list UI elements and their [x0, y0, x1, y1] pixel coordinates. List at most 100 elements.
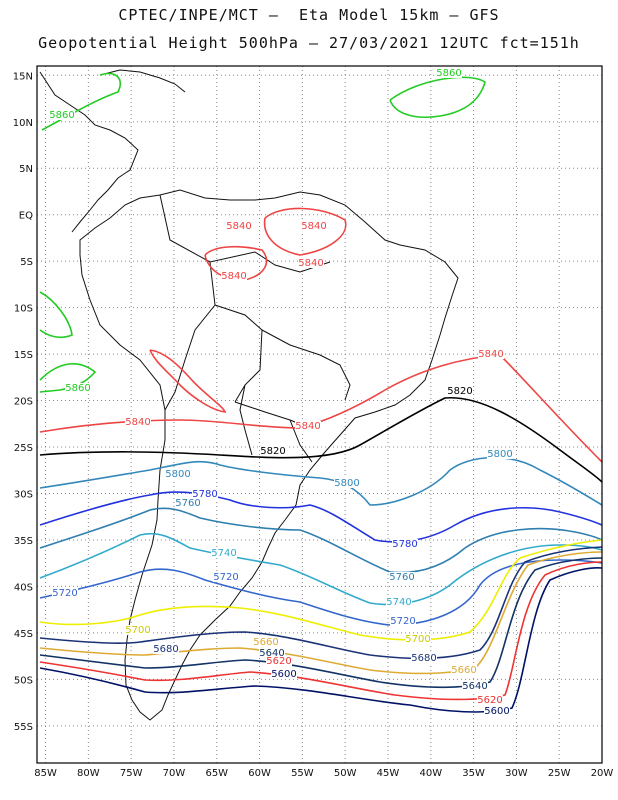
contour-5740: [39, 532, 603, 606]
contour-label-bg: [153, 644, 179, 654]
map-subtitle: Geopotential Height 500hPa – 27/03/2021 …: [38, 34, 580, 52]
contour-label-bg: [390, 616, 416, 626]
y-tick-label: 30S: [14, 489, 33, 500]
contour-label-5840: 5840: [226, 221, 251, 232]
contour-lines: [39, 72, 603, 713]
contour-label-bg: [125, 625, 151, 635]
contour-label-bg: [221, 271, 247, 281]
x-tick-label: 55W: [291, 768, 314, 779]
contour-label-5740: 5740: [386, 597, 411, 608]
contour-label-5700: 5700: [405, 634, 430, 645]
contour-5820: [39, 397, 603, 483]
contour-label-5840: 5840: [298, 258, 323, 269]
contour-label-5760: 5760: [175, 498, 200, 509]
y-tick-label: 25S: [14, 443, 33, 454]
y-tick-label: 50S: [14, 675, 33, 686]
contour-label-5620: 5620: [266, 656, 291, 667]
contour-label-5840: 5840: [221, 271, 246, 282]
contour-label-bg: [271, 669, 297, 679]
contour-label-5600: 5600: [484, 706, 509, 717]
contour-label-5680: 5680: [153, 644, 178, 655]
y-tick-label: 40S: [14, 582, 33, 593]
x-tick-label: 30W: [505, 768, 528, 779]
contour-label-5720: 5720: [213, 572, 238, 583]
contour-label-5680: 5680: [411, 653, 436, 664]
contour-label-bg: [211, 548, 237, 558]
contour-label-bg: [386, 597, 412, 607]
x-tick-label: 45W: [377, 768, 400, 779]
grid-lines: [37, 66, 603, 763]
contour-label-bg: [49, 110, 75, 120]
south-america-coast: [79, 189, 459, 721]
x-tick-label: 80W: [77, 768, 100, 779]
contour-label-5800: 5800: [165, 469, 190, 480]
contour-label-bg: [298, 258, 324, 268]
contour-label-bg: [334, 478, 360, 488]
contour-5720: [39, 559, 603, 626]
contour-5700: [39, 539, 603, 641]
contour-5860: [39, 72, 486, 393]
contour-label-bg: [226, 221, 252, 231]
contour-label-bg: [484, 706, 510, 716]
contour-label-5700: 5700: [125, 625, 150, 636]
contour-label-bg: [253, 637, 279, 647]
contour-label-bg: [125, 417, 151, 427]
x-tick-label: 70W: [163, 768, 186, 779]
contour-labels: 5860 5860 5860 5840 5840 5840 5840 5840 5840 5840…: [49, 68, 513, 717]
contour-5640: [39, 557, 603, 689]
x-tick-label: 75W: [120, 768, 143, 779]
contour-label-bg: [260, 446, 286, 456]
contour-label-5840: 5840: [125, 417, 150, 428]
contour-label-bg: [301, 221, 327, 231]
contour-label-5640: 5640: [462, 681, 487, 692]
contour-label-bg: [295, 421, 321, 431]
contour-label-5820: 5820: [260, 446, 285, 457]
contour-label-5620: 5620: [477, 695, 502, 706]
contour-label-bg: [389, 572, 415, 582]
map-title: CPTEC/INPE/MCT – Eta Model 15km – GFS: [118, 6, 500, 24]
x-tick-label: 35W: [462, 768, 485, 779]
y-tick-label: 20S: [14, 397, 33, 408]
x-tick-label: 25W: [548, 768, 571, 779]
y-tick-label: 15S: [14, 350, 33, 361]
contour-label-bg: [405, 634, 431, 644]
contour-label-bg: [165, 469, 191, 479]
contour-label-bg: [259, 648, 285, 658]
map-frame: [36, 65, 603, 764]
central-america-coast: [39, 71, 139, 233]
contour-label-bg: [266, 656, 292, 666]
contour-label-bg: [478, 349, 504, 359]
contour-label-bg: [451, 665, 477, 675]
contour-label-bg: [192, 489, 218, 499]
x-tick-label: 50W: [334, 768, 357, 779]
contour-label-bg: [462, 681, 488, 691]
contour-label-5720: 5720: [52, 588, 77, 599]
contour-label-bg: [436, 68, 462, 78]
y-tick-label: 55S: [14, 722, 33, 733]
contour-label-bg: [447, 386, 473, 396]
y-tick-label: 10S: [14, 304, 33, 315]
x-tick-label: 65W: [205, 768, 228, 779]
contour-label-bg: [65, 383, 91, 393]
contour-label-bg: [477, 695, 503, 705]
contour-label-bg: [392, 539, 418, 549]
contour-label-bg: [52, 588, 78, 598]
contour-label-5660: 5660: [451, 665, 476, 676]
contour-label-5640: 5640: [259, 648, 284, 659]
contour-label-5660: 5660: [253, 637, 278, 648]
y-tick-label: 10N: [13, 118, 33, 129]
contour-5600: [39, 567, 603, 713]
contour-5780: [39, 491, 603, 543]
contour-label-5600: 5600: [271, 669, 296, 680]
y-tick-label: 45S: [14, 629, 33, 640]
contour-label-bg: [411, 653, 437, 663]
contour-label-5860: 5860: [436, 68, 461, 79]
contour-5660: [39, 551, 603, 675]
contour-label-bg: [487, 449, 513, 459]
y-tick-label: EQ: [19, 211, 33, 222]
x-tick-label: 20W: [591, 768, 614, 779]
contour-label-5720: 5720: [390, 616, 415, 627]
x-tick-label: 85W: [34, 768, 57, 779]
x-tick-label: 40W: [419, 768, 442, 779]
